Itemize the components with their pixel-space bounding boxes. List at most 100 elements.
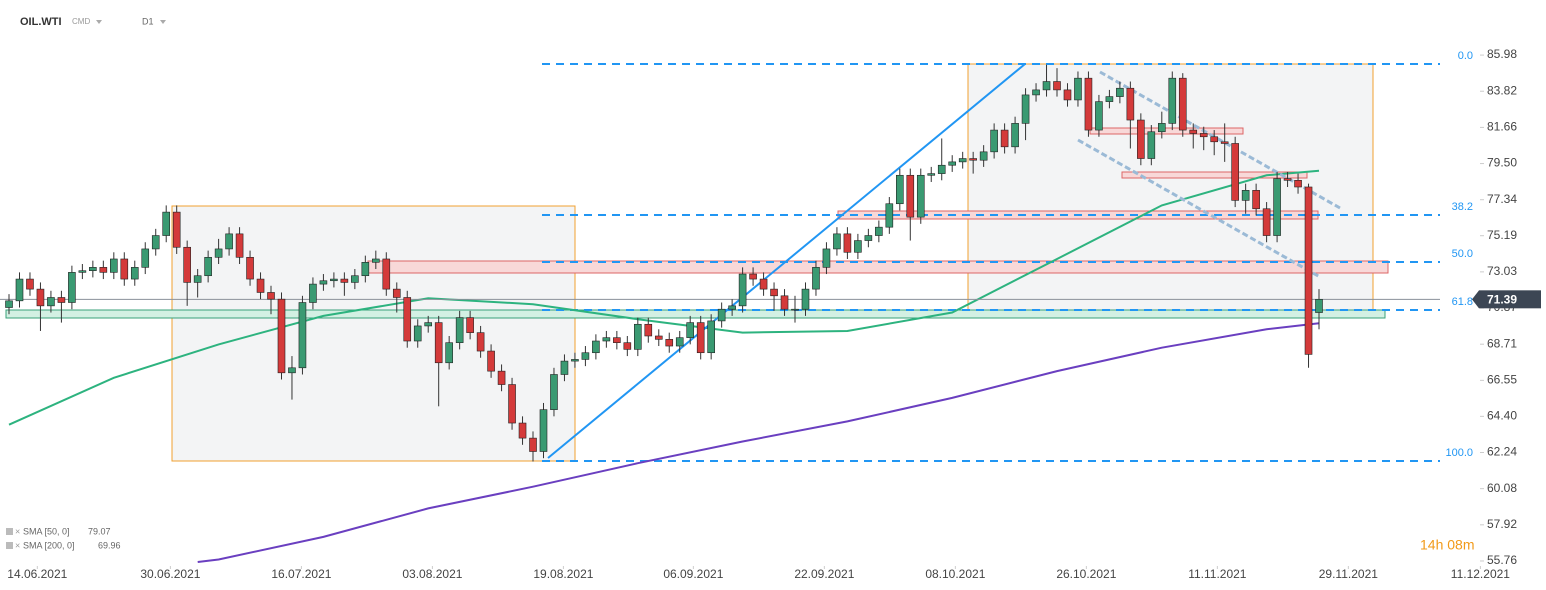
candle-body bbox=[822, 248, 831, 268]
candle-body bbox=[68, 272, 76, 303]
candle-body bbox=[738, 273, 747, 307]
interval[interactable]: D1 bbox=[142, 16, 154, 26]
candle-body bbox=[78, 270, 87, 273]
candle-body bbox=[298, 302, 307, 369]
candle-body bbox=[1084, 77, 1093, 131]
candle-body bbox=[927, 173, 936, 176]
legend-name: SMA [200, 0] bbox=[23, 540, 75, 550]
candle-body bbox=[5, 300, 13, 308]
candle-body bbox=[613, 337, 621, 343]
x-tick-label: 03.08.2021 bbox=[402, 567, 462, 581]
candle-body bbox=[854, 240, 862, 253]
resistance-zone bbox=[1121, 171, 1308, 179]
support-zone bbox=[5, 309, 1386, 319]
candle-body bbox=[1042, 81, 1051, 91]
candle-body bbox=[15, 278, 24, 302]
candle-body bbox=[413, 325, 422, 342]
candle-body bbox=[686, 322, 695, 338]
fib-label: 61.8 bbox=[1452, 296, 1473, 308]
candle-body bbox=[57, 297, 66, 303]
candle-body bbox=[183, 246, 191, 283]
x-tick-label: 14.06.2021 bbox=[7, 567, 67, 581]
candle-body bbox=[1053, 81, 1061, 91]
candle-body bbox=[602, 337, 611, 342]
candle-body bbox=[770, 288, 778, 297]
candle-body bbox=[225, 233, 233, 250]
legend-close[interactable]: × bbox=[15, 526, 20, 536]
candle-body bbox=[948, 161, 957, 166]
candle-body bbox=[759, 278, 768, 290]
candle-body bbox=[1137, 119, 1145, 159]
candle-body bbox=[916, 174, 925, 218]
candle-body bbox=[392, 288, 401, 298]
candle-body bbox=[1220, 141, 1229, 144]
candle-body bbox=[749, 273, 757, 280]
candle-body bbox=[696, 322, 705, 354]
x-tick-label: 22.09.2021 bbox=[794, 567, 854, 581]
candle-body bbox=[979, 151, 988, 161]
candle-body bbox=[1168, 77, 1177, 124]
candle-body bbox=[1158, 123, 1166, 133]
candle-body bbox=[1252, 190, 1260, 210]
candle-body bbox=[99, 267, 108, 273]
candle-body bbox=[1210, 136, 1219, 143]
fib-label: 0.0 bbox=[1458, 50, 1473, 62]
y-tick-label: 81.66 bbox=[1487, 120, 1517, 134]
candle-body bbox=[937, 164, 946, 174]
candle-body bbox=[812, 267, 820, 290]
candle-body bbox=[728, 305, 736, 310]
y-tick-label: 57.92 bbox=[1487, 517, 1517, 531]
resistance-zone bbox=[1089, 127, 1244, 135]
candle-body bbox=[434, 322, 443, 364]
candle-body bbox=[1199, 133, 1208, 138]
x-tick-label: 30.06.2021 bbox=[140, 567, 200, 581]
candles bbox=[5, 64, 1323, 462]
candle-timer: 14h 08m bbox=[1420, 537, 1474, 553]
legend-close[interactable]: × bbox=[15, 540, 20, 550]
candle-body bbox=[508, 384, 516, 424]
candle-body bbox=[424, 322, 433, 327]
candle-body bbox=[675, 337, 684, 347]
price-tag-label: 71.39 bbox=[1487, 292, 1517, 306]
candle-body bbox=[288, 367, 296, 374]
y-tick-label: 75.19 bbox=[1487, 228, 1517, 242]
sma-line bbox=[197, 322, 1320, 563]
fib-label: 38.2 bbox=[1452, 201, 1473, 213]
channel-line bbox=[1077, 138, 1321, 279]
candle-body bbox=[214, 248, 223, 258]
candle-body bbox=[466, 317, 474, 333]
candle-body bbox=[707, 320, 715, 354]
candle-body bbox=[340, 278, 349, 283]
candle-body bbox=[592, 340, 600, 354]
candle-body bbox=[717, 308, 726, 322]
candle-body bbox=[1178, 77, 1187, 131]
candle-body bbox=[801, 288, 810, 310]
candle-body bbox=[990, 129, 998, 153]
symbol[interactable]: OIL.WTI bbox=[20, 16, 62, 28]
candle-body bbox=[277, 298, 286, 374]
candle-body bbox=[958, 158, 967, 163]
candle-body bbox=[1304, 186, 1313, 355]
y-tick-label: 66.55 bbox=[1487, 373, 1517, 387]
candle-body bbox=[539, 409, 548, 452]
candle-body bbox=[875, 226, 883, 236]
candle-body bbox=[151, 235, 160, 250]
candle-body bbox=[487, 350, 495, 372]
candle-body bbox=[1021, 94, 1030, 124]
price-tag-arrow bbox=[1472, 290, 1479, 309]
candle-body bbox=[1126, 87, 1135, 121]
candle-body bbox=[864, 235, 873, 241]
candle-body bbox=[1095, 101, 1103, 131]
candle-body bbox=[780, 295, 789, 310]
dropdown-caret[interactable] bbox=[96, 20, 102, 24]
legend-value: 69.96 bbox=[98, 540, 121, 550]
candle-body bbox=[47, 297, 55, 307]
candle-body bbox=[351, 275, 359, 283]
candle-body bbox=[1315, 299, 1323, 313]
candle-body bbox=[634, 323, 642, 350]
candle-body bbox=[330, 278, 338, 282]
candle-body bbox=[1105, 96, 1114, 102]
candle-body bbox=[581, 352, 590, 360]
dropdown-caret[interactable] bbox=[160, 20, 166, 24]
